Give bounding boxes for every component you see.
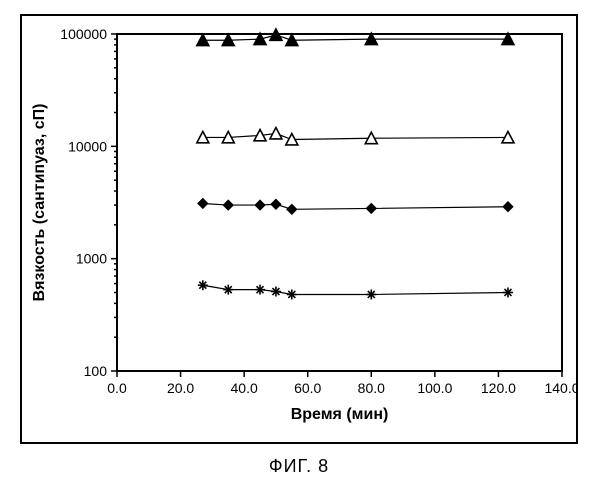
y-tick-label: 10000 [68, 138, 107, 154]
asterisk-marker [503, 287, 513, 297]
page-root: 0.0 20.0 40.0 60.0 80.0 100.0 120.0 140.0 Время … [0, 0, 598, 500]
y-tick-label: 1000 [76, 251, 107, 267]
plot-area [117, 34, 562, 371]
x-tick-label: 60.0 [294, 380, 321, 396]
asterisk-marker [271, 287, 281, 297]
x-tick-label: 80.0 [358, 380, 385, 396]
y-axis-title: Вязкость (сантипуаз, сП) [31, 104, 48, 302]
asterisk-marker [366, 289, 376, 299]
viscosity-chart: 0.0 20.0 40.0 60.0 80.0 100.0 120.0 140.0 Время … [22, 16, 576, 442]
x-tick-label: 40.0 [231, 380, 258, 396]
asterisk-marker [223, 285, 233, 295]
x-tick-label: 100.0 [417, 380, 452, 396]
x-tick-label: 120.0 [481, 380, 516, 396]
y-tick-label: 100000 [60, 26, 107, 42]
asterisk-marker [198, 280, 208, 290]
outer-frame: 0.0 20.0 40.0 60.0 80.0 100.0 120.0 140.0 Время … [20, 14, 578, 444]
x-tick-label: 20.0 [167, 380, 194, 396]
x-tick-label: 140.0 [544, 380, 576, 396]
x-axis-title: Время (мин) [291, 406, 389, 423]
x-tick-label: 0.0 [107, 380, 127, 396]
figure-caption: ФИГ. 8 [0, 456, 598, 477]
y-tick-label: 100 [84, 363, 108, 379]
asterisk-marker [287, 289, 297, 299]
